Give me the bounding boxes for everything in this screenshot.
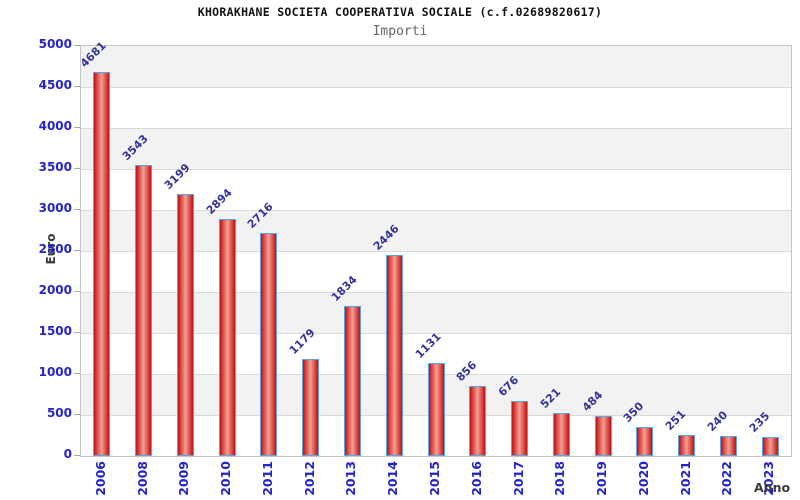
y-tick-label: 5000 <box>38 37 72 51</box>
x-tick-label: 2011 <box>259 461 275 496</box>
bar-value-label: 1179 <box>286 326 318 357</box>
x-tick-label: 2019 <box>594 461 610 496</box>
bar-value-label: 2446 <box>370 222 402 253</box>
bar-2018 <box>553 413 570 456</box>
bar-value-label: 4681 <box>77 39 109 70</box>
plot-area: 4681 3543 3199 2894 2716 1179 1834 2446 1131 856 6… <box>78 39 792 457</box>
bar-value-label: 1834 <box>328 273 360 304</box>
bar-value-label: 2716 <box>244 200 276 231</box>
x-tick-label: 2022 <box>719 461 735 496</box>
x-tick-label: 2013 <box>343 461 359 496</box>
gridline <box>81 251 791 252</box>
y-tick-mark <box>74 291 80 292</box>
bar-2015 <box>428 363 445 456</box>
x-axis-title: Anno <box>754 480 791 495</box>
y-tick-label: 3000 <box>38 201 72 215</box>
x-tick-label: 2008 <box>134 461 150 496</box>
y-tick-mark <box>74 86 80 87</box>
gridline <box>81 128 791 129</box>
y-tick-mark <box>74 45 80 46</box>
bar-value-label: 235 <box>746 409 773 435</box>
bar-2021 <box>678 435 695 456</box>
bar-2013 <box>344 306 361 456</box>
y-tick-mark <box>74 168 80 169</box>
y-tick-mark <box>74 127 80 128</box>
bar-2020 <box>636 427 653 456</box>
x-tick-label: 2021 <box>677 461 693 496</box>
gridline <box>81 87 791 88</box>
y-tick-label: 3500 <box>38 160 72 174</box>
y-tick-mark <box>74 414 80 415</box>
bar-value-label: 521 <box>537 385 564 411</box>
y-tick-label: 0 <box>63 447 72 461</box>
gridline <box>81 169 791 170</box>
bar-value-label: 3199 <box>161 161 193 192</box>
bar-2017 <box>511 401 528 456</box>
gridline <box>81 210 791 211</box>
y-tick-label: 4500 <box>38 78 72 92</box>
bar-value-label: 1131 <box>412 330 444 361</box>
x-tick-label: 2020 <box>635 461 651 496</box>
chart-title: KHORAKHANE SOCIETA COOPERATIVA SOCIALE (… <box>197 5 603 19</box>
y-tick-label: 2500 <box>38 242 72 256</box>
y-tick-label: 2000 <box>38 283 72 297</box>
x-tick-label: 2016 <box>468 461 484 496</box>
bar-2009 <box>177 194 194 456</box>
bar-2016 <box>469 386 486 456</box>
bar-value-label: 251 <box>662 407 689 433</box>
bar-2014 <box>386 255 403 456</box>
bar-2008 <box>135 165 152 456</box>
x-tick-label: 2012 <box>301 461 317 496</box>
bar-value-label: 856 <box>453 358 480 384</box>
bar-value-label: 3543 <box>119 132 151 163</box>
bar-2019 <box>595 416 612 456</box>
chart-subtitle: Importi <box>372 24 428 39</box>
bar-value-label: 676 <box>495 373 522 399</box>
bar-2012 <box>302 359 319 456</box>
x-tick-label: 2009 <box>176 461 192 496</box>
bar-value-label: 240 <box>704 408 731 434</box>
x-tick-label: 2010 <box>218 461 234 496</box>
y-tick-mark <box>74 250 80 251</box>
x-tick-label: 2006 <box>92 461 108 496</box>
y-tick-mark <box>74 332 80 333</box>
bar-2023 <box>762 437 779 456</box>
y-tick-label: 1000 <box>38 365 72 379</box>
bar-value-label: 2894 <box>203 186 235 217</box>
x-tick-label: 2017 <box>510 461 526 496</box>
gridline <box>81 292 791 293</box>
y-tick-mark <box>74 209 80 210</box>
bar-2011 <box>260 233 277 456</box>
gridline <box>81 333 791 334</box>
x-tick-label: 2015 <box>427 461 442 496</box>
x-tick-label: 2014 <box>385 461 401 496</box>
bar-2010 <box>219 219 236 456</box>
y-tick-label: 500 <box>46 406 72 420</box>
bar-2022 <box>720 436 737 456</box>
bar-value-label: 484 <box>579 388 606 414</box>
y-tick-label: 4000 <box>38 119 72 133</box>
y-tick-mark <box>74 373 80 374</box>
y-tick-mark <box>74 455 80 456</box>
y-tick-label: 1500 <box>38 324 72 338</box>
bar-2006 <box>93 72 110 456</box>
x-tick-label: 2018 <box>552 461 568 496</box>
bar-value-label: 350 <box>620 399 647 425</box>
